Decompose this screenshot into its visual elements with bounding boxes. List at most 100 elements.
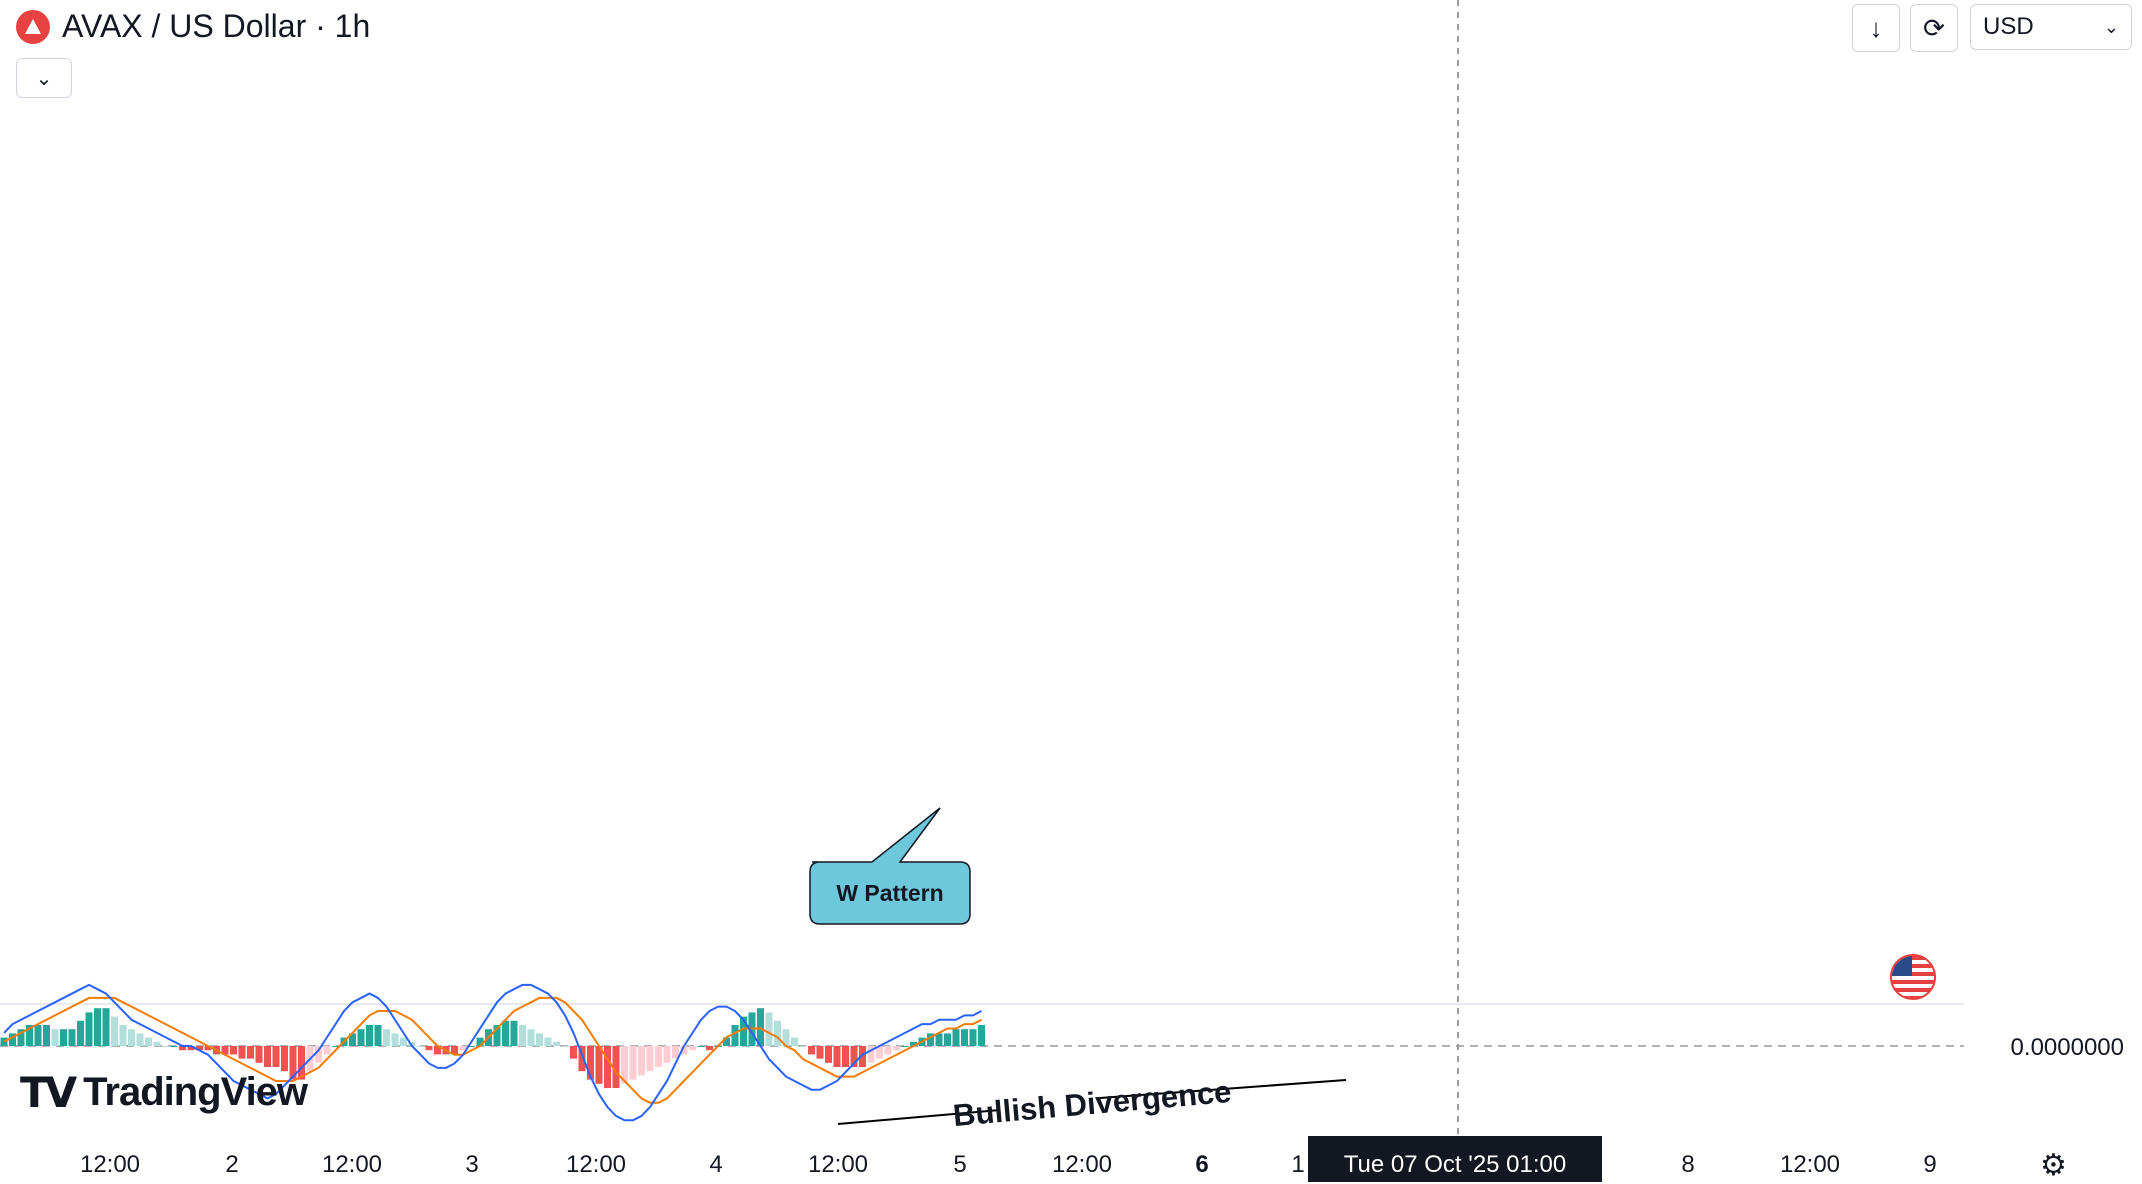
macd-histogram-bar bbox=[808, 1046, 815, 1055]
macd-histogram-bar bbox=[578, 1046, 586, 1072]
macd-histogram-bar bbox=[519, 1025, 526, 1046]
macd-histogram-bar bbox=[774, 1020, 781, 1046]
macd-histogram-bar bbox=[876, 1046, 883, 1059]
currency-select[interactable]: USD ⌄ bbox=[1970, 4, 2132, 50]
time-tick-label: 4 bbox=[709, 1151, 722, 1178]
tradingview-brand[interactable]: TV TradingView bbox=[20, 1068, 308, 1117]
download-button[interactable]: ↓ bbox=[1852, 4, 1900, 52]
macd-histogram-bar bbox=[595, 1046, 603, 1084]
time-tick-label: 6 bbox=[1195, 1151, 1208, 1178]
macd-histogram-bar bbox=[842, 1046, 849, 1067]
macd-histogram-bar bbox=[476, 1037, 484, 1046]
macd-histogram-bar bbox=[289, 1046, 297, 1080]
macd-histogram-bar bbox=[468, 1046, 475, 1047]
macd-histogram-bar bbox=[238, 1046, 246, 1059]
time-tick-label: 3 bbox=[465, 1151, 478, 1178]
macd-histogram-bar bbox=[17, 1029, 25, 1046]
macd-histogram-bar bbox=[493, 1025, 501, 1046]
macd-histogram-bar bbox=[162, 1046, 169, 1047]
macd-histogram-bar bbox=[60, 1029, 67, 1046]
chevron-down-icon: ⌄ bbox=[2103, 16, 2119, 37]
macd-histogram-bar bbox=[425, 1046, 433, 1051]
macd-histogram-bar bbox=[323, 1046, 331, 1055]
time-tick-label: 12:00 bbox=[1780, 1151, 1840, 1178]
macd-histogram-bar bbox=[366, 1025, 373, 1046]
macd-histogram-bar bbox=[816, 1046, 824, 1059]
divergence-line-high bbox=[1099, 1079, 1347, 1099]
divergence-line-low bbox=[837, 1109, 1001, 1125]
horizontal-lines bbox=[1457, 0, 1459, 1140]
macd-histogram-bar bbox=[502, 1020, 509, 1046]
gear-icon[interactable]: ⚙ bbox=[2040, 1149, 2067, 1182]
macd-histogram-bar bbox=[553, 1041, 560, 1046]
macd-histogram-bar bbox=[536, 1033, 543, 1046]
macd-histogram-bar bbox=[952, 1029, 960, 1046]
macd-histogram-bar bbox=[706, 1046, 713, 1051]
macd-histogram-bar bbox=[145, 1037, 152, 1046]
us-flag-icon[interactable] bbox=[1890, 954, 1936, 1000]
macd-histogram-bar bbox=[961, 1029, 968, 1046]
chevron-down-icon: ⌄ bbox=[35, 67, 53, 90]
macd-zero-label: 0.0000000 bbox=[2011, 1034, 2124, 1061]
macd-line bbox=[3, 983, 982, 1122]
macd-histogram-bar bbox=[833, 1046, 841, 1067]
macd-histogram-bar bbox=[638, 1046, 645, 1076]
macd-histogram-bar bbox=[901, 1046, 909, 1047]
macd-histogram-bar bbox=[383, 1029, 390, 1046]
tradingview-logo-icon: TV bbox=[20, 1068, 77, 1117]
macd-histogram-bar bbox=[782, 1029, 790, 1046]
macd-histogram-bar bbox=[859, 1046, 866, 1067]
macd-histogram-bar bbox=[672, 1046, 679, 1059]
symbol-header[interactable]: AVAX / US Dollar · 1h bbox=[16, 8, 370, 45]
drawings bbox=[809, 807, 971, 925]
macd-histogram-bar bbox=[612, 1046, 620, 1088]
macd-histogram-bar bbox=[757, 1008, 764, 1046]
arrow-down-icon: ↓ bbox=[1869, 12, 1883, 43]
macd-histogram-bar bbox=[561, 1046, 569, 1047]
time-axis: 12:00 2 12:00 3 12:00 4 12:00 5 12:00 6 1 8 12:00 9 Tu… bbox=[80, 1136, 1937, 1182]
time-tick-label: 9 bbox=[1923, 1151, 1936, 1178]
macd-histogram-bar bbox=[663, 1046, 671, 1063]
macd-histogram-bar bbox=[791, 1037, 798, 1046]
macd-histogram-bar bbox=[281, 1046, 288, 1072]
macd-histogram-bar bbox=[655, 1046, 662, 1067]
macd-histogram-bar bbox=[315, 1046, 322, 1063]
macd-histogram-bar bbox=[298, 1046, 305, 1080]
symbol-title: AVAX / US Dollar · 1h bbox=[62, 8, 371, 44]
price-axis-bg bbox=[1964, 0, 2142, 1140]
time-tick-label: 1 bbox=[1291, 1151, 1304, 1178]
macd-histogram-bar bbox=[0, 1037, 8, 1046]
macd-histogram-bar bbox=[170, 1046, 178, 1047]
macd-signal-line bbox=[3, 996, 982, 1104]
macd-histogram-bar bbox=[689, 1046, 696, 1051]
time-tick-label: 12:00 bbox=[322, 1151, 382, 1178]
macd-histogram-bar bbox=[102, 1008, 110, 1046]
macd-histogram-bar bbox=[272, 1046, 280, 1067]
macd-histogram-bar bbox=[357, 1029, 365, 1046]
macd-histogram-bar bbox=[621, 1046, 628, 1084]
macd-histogram-bar bbox=[408, 1041, 416, 1046]
macd-histogram-bar bbox=[680, 1046, 688, 1055]
price-axis: 33.000000032.500000032.000000031.6000000… bbox=[1964, 0, 2142, 1140]
macd-histogram-bar bbox=[94, 1008, 101, 1046]
replay-button[interactable]: ⟳ bbox=[1910, 4, 1958, 52]
macd-histogram-bar bbox=[944, 1033, 951, 1046]
macd-histogram-bar bbox=[451, 1046, 458, 1055]
time-tick-label: 2 bbox=[225, 1151, 238, 1178]
macd-histogram-bar bbox=[221, 1046, 229, 1055]
macd-histogram-bar bbox=[646, 1046, 654, 1072]
macd-histogram-bar bbox=[9, 1033, 16, 1046]
macd-histogram-bar bbox=[927, 1033, 934, 1046]
macd-histogram-bar bbox=[51, 1029, 59, 1046]
currency-value: USD bbox=[1983, 13, 2034, 40]
macd-histogram-bar bbox=[969, 1029, 977, 1046]
macd-histogram-bar bbox=[204, 1046, 212, 1051]
macd-histogram-bar bbox=[85, 1012, 93, 1046]
macd-histogram-bar bbox=[978, 1025, 985, 1046]
macd-histogram-bar bbox=[349, 1033, 356, 1046]
macd-histogram-bar bbox=[587, 1046, 594, 1080]
macd-histogram-bar bbox=[459, 1046, 467, 1051]
w-pattern-callout bbox=[809, 807, 971, 925]
collapse-button[interactable]: ⌄ bbox=[16, 58, 72, 98]
